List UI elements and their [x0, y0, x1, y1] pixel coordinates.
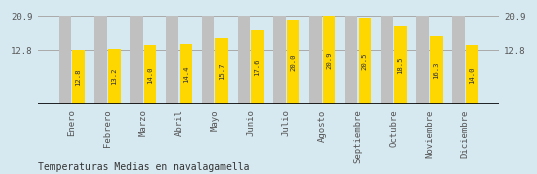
Bar — [59, 16, 71, 104]
Bar — [273, 16, 286, 104]
Bar — [95, 16, 107, 104]
Text: 18.5: 18.5 — [397, 57, 404, 74]
Bar — [144, 45, 156, 104]
Bar — [237, 16, 250, 104]
Text: Temperaturas Medias en navalagamella: Temperaturas Medias en navalagamella — [38, 162, 249, 172]
Bar — [202, 16, 214, 104]
Bar — [381, 16, 393, 104]
Bar — [287, 20, 300, 104]
Bar — [417, 16, 429, 104]
Text: 13.2: 13.2 — [111, 68, 117, 85]
Bar — [179, 44, 192, 104]
Bar — [345, 16, 358, 104]
Bar — [251, 30, 264, 104]
Bar — [166, 16, 178, 104]
Text: 16.3: 16.3 — [433, 61, 439, 79]
Text: 17.6: 17.6 — [255, 58, 260, 76]
Bar — [452, 16, 465, 104]
Bar — [309, 16, 322, 104]
Text: 20.9: 20.9 — [326, 52, 332, 69]
Bar — [466, 45, 478, 104]
Bar — [359, 18, 371, 104]
Bar — [394, 26, 407, 104]
Text: 14.0: 14.0 — [469, 66, 475, 84]
Bar — [108, 49, 120, 104]
Text: 14.0: 14.0 — [147, 66, 153, 84]
Text: 20.5: 20.5 — [362, 52, 368, 70]
Bar — [215, 38, 228, 104]
Text: 14.4: 14.4 — [183, 65, 189, 83]
Bar — [323, 16, 335, 104]
Text: 15.7: 15.7 — [219, 62, 224, 80]
Text: 20.0: 20.0 — [290, 53, 296, 71]
Text: 12.8: 12.8 — [75, 69, 82, 86]
Bar — [72, 50, 85, 104]
Bar — [430, 36, 442, 104]
Bar — [130, 16, 143, 104]
